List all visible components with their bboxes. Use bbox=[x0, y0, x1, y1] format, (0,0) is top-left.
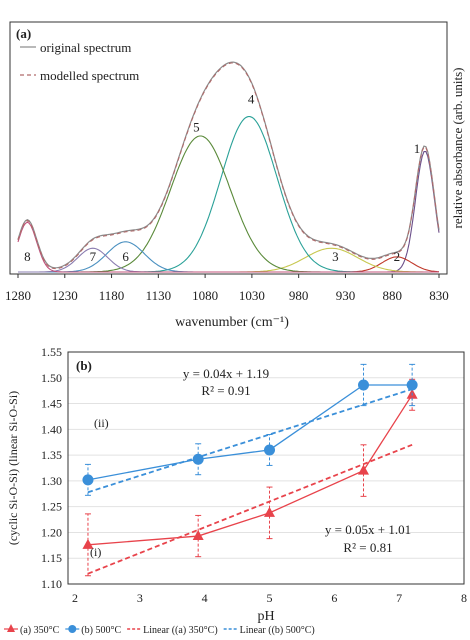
y-gridlines bbox=[68, 351, 464, 585]
component-label: 7 bbox=[90, 249, 97, 264]
x-tick-label: 1230 bbox=[52, 288, 78, 303]
x-tick-label: 6 bbox=[331, 591, 337, 605]
data-point-circle bbox=[264, 444, 275, 456]
component-curve-4 bbox=[18, 116, 439, 273]
legend-label: Linear ((a) 350°C) bbox=[143, 625, 218, 636]
x-axis-label-a: wavenumber (cm⁻¹) bbox=[175, 315, 289, 330]
original-spectrum-line bbox=[17, 61, 440, 269]
modelled-spectrum-line bbox=[17, 62, 440, 270]
legend-a: original spectrum modelled spectrum bbox=[20, 40, 139, 83]
y-axis-label-a: relative absorbance (arb. units) bbox=[450, 68, 465, 229]
x-tick-label: 8 bbox=[461, 591, 467, 605]
panel-label-a: (a) bbox=[16, 26, 31, 41]
data-point-circle bbox=[82, 474, 94, 486]
y-tick-label: 1.20 bbox=[41, 525, 62, 539]
component-label: 6 bbox=[122, 249, 129, 264]
component-curve-8 bbox=[17, 221, 439, 273]
x-tick-label: 3 bbox=[137, 591, 143, 605]
legend-label-modelled: modelled spectrum bbox=[40, 68, 139, 83]
x-tick-label: 1130 bbox=[146, 288, 172, 303]
fit-equation-a: y = 0.05x + 1.01 bbox=[325, 522, 411, 537]
data-point-triangle bbox=[264, 506, 275, 517]
component-labels: 1 2 3 4 5 6 7 8 bbox=[24, 92, 420, 265]
y-tick-label: 1.55 bbox=[41, 345, 62, 359]
spectrum-chart: (a) 1 2 3 4 5 6 7 8 1280 1230 1180 1130 1080 1030 980… bbox=[5, 21, 465, 330]
x-tick-label: 980 bbox=[289, 288, 309, 303]
y-tick-label: 1.50 bbox=[41, 371, 62, 385]
legend-label: Linear ((b) 500°C) bbox=[240, 625, 315, 636]
data-point-circle bbox=[406, 379, 418, 391]
y-tick-label: 1.40 bbox=[41, 422, 62, 436]
legend-label-original: original spectrum bbox=[40, 40, 131, 55]
legend-b: (a) 350°C (b) 500°C Linear ((a) 350°C) Line… bbox=[4, 624, 315, 636]
ratio-chart: (b) 1.10 1.15 1.20 1.25 1.30 1.35 1.40 1.45 1.50… bbox=[4, 345, 467, 636]
component-curve-6 bbox=[18, 241, 439, 273]
component-curve-3 bbox=[18, 247, 439, 273]
x-tick-label: 4 bbox=[202, 591, 208, 605]
data-point-circle bbox=[358, 379, 370, 391]
fit-r2-a: R² = 0.81 bbox=[343, 540, 392, 555]
fit-equation-b: y = 0.04x + 1.19 bbox=[183, 366, 269, 381]
y-tick-label: 1.15 bbox=[41, 551, 62, 565]
y-tick-label: 1.30 bbox=[41, 474, 62, 488]
legend-marker-circle bbox=[68, 625, 77, 633]
y-tick-label: 1.35 bbox=[41, 448, 62, 462]
legend-marker-triangle bbox=[7, 624, 15, 632]
x-tick-label: 930 bbox=[336, 288, 356, 303]
x-tick-label: 7 bbox=[396, 591, 402, 605]
x-tick-labels: 1280 1230 1180 1130 1080 1030 980 930 880 830 bbox=[5, 274, 449, 303]
data-series bbox=[82, 363, 418, 577]
y-tick-label: 1.45 bbox=[41, 397, 62, 411]
component-label: 5 bbox=[193, 120, 200, 135]
legend-label: (a) 350°C bbox=[20, 625, 60, 636]
annotation-ii: (ii) bbox=[94, 416, 109, 430]
trendlines bbox=[87, 388, 413, 575]
data-point-circle bbox=[192, 453, 204, 465]
plot-frame-a bbox=[9, 21, 448, 275]
annotation-i: (i) bbox=[90, 545, 101, 559]
legend-label: (b) 500°C bbox=[81, 625, 121, 636]
component-curve-7 bbox=[18, 247, 439, 273]
component-label: 3 bbox=[332, 249, 339, 264]
component-label: 1 bbox=[414, 141, 421, 156]
trendline-0 bbox=[87, 443, 413, 575]
fit-r2-b: R² = 0.91 bbox=[201, 383, 250, 398]
x-tick-label: 1280 bbox=[5, 288, 31, 303]
component-curves bbox=[17, 61, 440, 273]
x-tick-label: 1080 bbox=[192, 288, 218, 303]
data-point-triangle bbox=[192, 530, 204, 541]
x-tick-label: 2 bbox=[72, 591, 78, 605]
x-tick-label: 830 bbox=[429, 288, 449, 303]
data-point-triangle bbox=[358, 464, 370, 475]
x-axis-label-b: pH bbox=[257, 609, 274, 624]
panel-label-b: (b) bbox=[76, 358, 92, 373]
component-label: 8 bbox=[24, 249, 31, 264]
component-label: 2 bbox=[394, 249, 401, 264]
x-tick-label: 5 bbox=[267, 591, 273, 605]
data-point-triangle bbox=[82, 538, 94, 549]
x-tick-label: 1180 bbox=[99, 288, 125, 303]
plot-frame-b bbox=[67, 351, 465, 585]
y-axis-label-b: (cyclic Si-O-Si) (linear Si-O-Si) bbox=[6, 391, 20, 545]
y-tick-label: 1.10 bbox=[41, 577, 62, 591]
axis-tick-labels: 1.10 1.15 1.20 1.25 1.30 1.35 1.40 1.45 1.50 1.55… bbox=[41, 345, 467, 605]
component-label: 4 bbox=[248, 92, 255, 107]
x-tick-label: 1030 bbox=[239, 288, 265, 303]
y-tick-label: 1.25 bbox=[41, 500, 62, 514]
x-tick-label: 880 bbox=[382, 288, 402, 303]
trendline-1 bbox=[87, 388, 413, 494]
